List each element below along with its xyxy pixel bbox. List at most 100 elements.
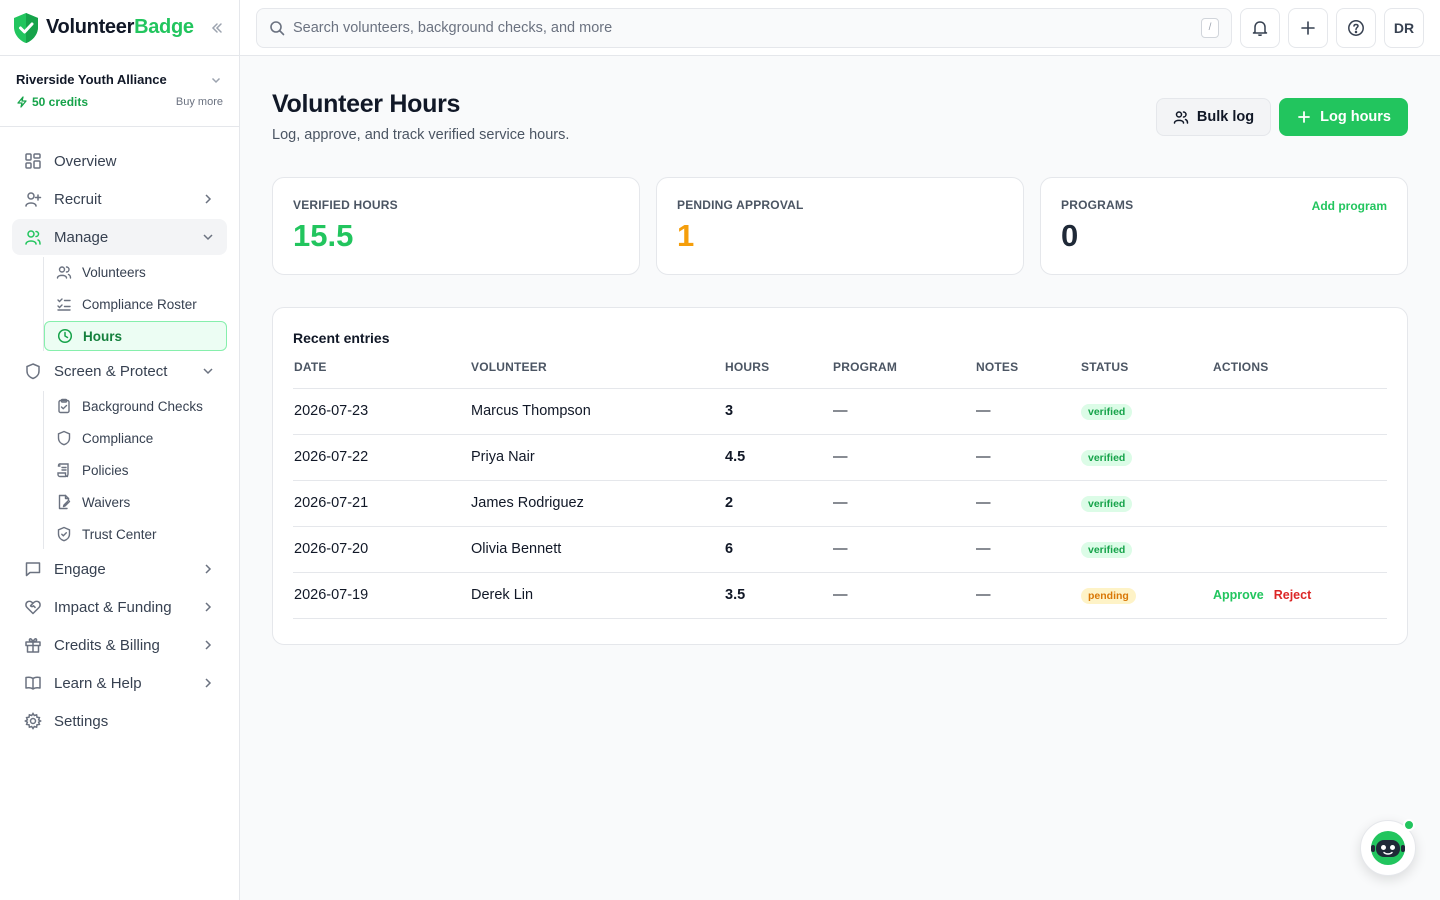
column-header[interactable]: VOLUNTEER (470, 360, 724, 389)
stat-label: PROGRAMS (1061, 198, 1134, 212)
nav-engage[interactable]: Engage (12, 551, 227, 587)
add-program-link[interactable]: Add program (1311, 199, 1387, 213)
sidebar: VolunteerBadge Riverside Youth Alliance … (0, 0, 240, 900)
column-header[interactable]: HOURS (724, 360, 832, 389)
cell-program: — (832, 526, 975, 573)
chat-assistant-button[interactable] (1360, 819, 1416, 876)
nav-hours[interactable]: Hours (44, 321, 227, 351)
nav-waivers[interactable]: Waivers (44, 487, 227, 517)
nav-trust-center[interactable]: Trust Center (44, 519, 227, 549)
table-row[interactable]: 2026-07-19 Derek Lin 3.5 — — pending App… (293, 572, 1387, 619)
stat-value: 1 (677, 218, 695, 253)
approve-button[interactable]: Approve (1213, 588, 1264, 602)
user-menu-button[interactable]: DR (1384, 7, 1424, 48)
table-row[interactable]: 2026-07-20 Olivia Bennett 6 — — verified (293, 526, 1387, 573)
help-button[interactable] (1336, 7, 1376, 48)
nav-label: Recruit (54, 190, 102, 208)
recent-entries-card: Recent entries DATE VOLUNTEER HOURS PROG… (272, 307, 1408, 645)
file-signature-icon (58, 494, 71, 510)
sub-label: Policies (82, 462, 129, 478)
cell-program: — (832, 434, 975, 481)
nav-compliance-roster[interactable]: Compliance Roster (44, 289, 227, 319)
chevron-right-icon (205, 640, 212, 650)
bulk-log-button[interactable]: Bulk log (1155, 98, 1272, 136)
nav-compliance[interactable]: Compliance (44, 423, 227, 453)
robot-icon (1371, 831, 1405, 865)
users-icon (56, 266, 72, 279)
create-button[interactable] (1288, 7, 1328, 48)
cell-date: 2026-07-23 (293, 388, 470, 435)
log-hours-button[interactable]: Log hours (1279, 98, 1408, 136)
nav-label: Overview (54, 152, 117, 170)
nav-background-checks[interactable]: Background Checks (44, 391, 227, 421)
plus-icon (1298, 111, 1311, 123)
chevron-down-icon (203, 368, 213, 375)
nav-screen-protect[interactable]: Screen & Protect (12, 353, 227, 389)
list-check-icon (57, 298, 71, 311)
buy-more-link[interactable]: Buy more (175, 96, 223, 108)
nav-learn-help[interactable]: Learn & Help (12, 665, 227, 701)
shield-icon (26, 363, 40, 380)
main-nav: Overview Recruit Manage Volunteers Compl… (0, 127, 239, 757)
cell-hours: 2 (724, 480, 832, 527)
stat-verified-hours: VERIFIED HOURS 15.5 (272, 177, 640, 275)
book-open-icon (25, 676, 41, 690)
users-icon (1173, 111, 1189, 124)
cell-date: 2026-07-20 (293, 526, 470, 573)
cell-notes: — (975, 480, 1080, 527)
nav-credits-billing[interactable]: Credits & Billing (12, 627, 227, 663)
chevron-right-icon (205, 194, 212, 204)
org-switcher[interactable]: Riverside Youth Alliance 50 credits Buy … (0, 56, 239, 127)
scroll-icon (57, 463, 69, 478)
nav-policies[interactable]: Policies (44, 455, 227, 485)
nav-label: Credits & Billing (54, 636, 160, 654)
column-header[interactable]: PROGRAM (832, 360, 975, 389)
entries-table: DATE VOLUNTEER HOURS PROGRAM NOTES STATU… (293, 360, 1387, 619)
sub-label: Hours (83, 328, 123, 344)
cell-status: pending (1080, 572, 1212, 619)
table-row[interactable]: 2026-07-23 Marcus Thompson 3 — — verifie… (293, 388, 1387, 435)
column-header[interactable]: DATE (293, 360, 470, 389)
cell-volunteer: Marcus Thompson (470, 388, 724, 435)
online-indicator (1403, 819, 1415, 831)
log-hours-label: Log hours (1320, 109, 1391, 125)
credits-balance: 50 credits (16, 95, 88, 109)
table-row[interactable]: 2026-07-22 Priya Nair 4.5 — — verified (293, 434, 1387, 481)
search-bar[interactable]: / (256, 7, 1232, 48)
nav-volunteers[interactable]: Volunteers (44, 257, 227, 287)
top-bar: / DR (240, 0, 1440, 56)
reject-button[interactable]: Reject (1273, 588, 1312, 602)
page-subtitle: Log, approve, and track verified service… (272, 127, 570, 143)
collapse-sidebar-icon[interactable] (207, 18, 227, 38)
chevron-right-icon (205, 602, 212, 612)
nav-overview[interactable]: Overview (12, 143, 227, 179)
cell-hours: 3 (724, 388, 832, 435)
column-header[interactable]: STATUS (1080, 360, 1212, 389)
nav-label: Learn & Help (54, 674, 142, 692)
heart-handshake-icon (25, 600, 41, 615)
status-badge: pending (1081, 587, 1136, 604)
sub-label: Volunteers (82, 264, 146, 280)
nav-manage[interactable]: Manage (12, 219, 227, 255)
org-name: Riverside Youth Alliance (16, 72, 167, 87)
chevron-right-icon (205, 678, 212, 688)
stat-programs: PROGRAMS 0 Add program (1040, 177, 1408, 275)
grid-icon (25, 153, 41, 169)
table-row[interactable]: 2026-07-21 James Rodriguez 2 — — verifie… (293, 480, 1387, 527)
column-header[interactable]: NOTES (975, 360, 1080, 389)
cell-hours: 6 (724, 526, 832, 573)
manage-submenu: Volunteers Compliance Roster Hours (43, 257, 227, 351)
nav-label: Screen & Protect (54, 362, 168, 380)
cell-date: 2026-07-21 (293, 480, 470, 527)
cell-program: — (832, 480, 975, 527)
nav-recruit[interactable]: Recruit (12, 181, 227, 217)
nav-settings[interactable]: Settings (12, 703, 227, 739)
chevron-right-icon (205, 564, 212, 574)
cell-notes: — (975, 526, 1080, 573)
user-plus-icon (25, 192, 42, 207)
search-input[interactable] (293, 19, 1201, 36)
cell-volunteer: Olivia Bennett (470, 526, 724, 573)
page-title: Volunteer Hours (272, 90, 461, 118)
nav-impact-funding[interactable]: Impact & Funding (12, 589, 227, 625)
notifications-button[interactable] (1240, 7, 1280, 48)
